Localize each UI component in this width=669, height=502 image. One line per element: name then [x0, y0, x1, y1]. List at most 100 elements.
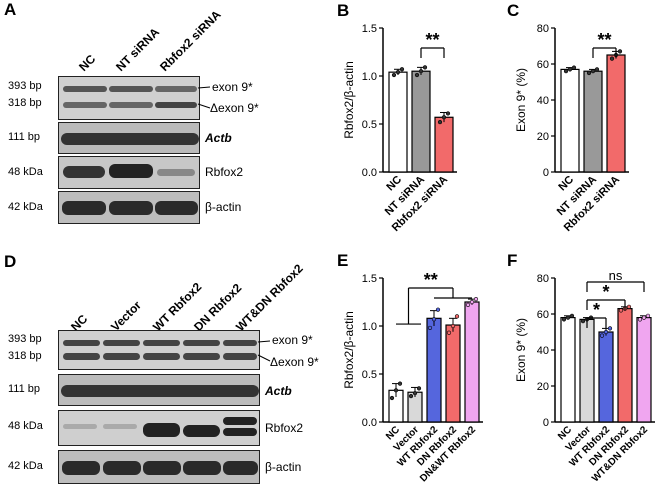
blot-exon9-a	[58, 76, 200, 120]
label-exon9-a: exon 9*	[212, 80, 253, 94]
blot-actb-d	[58, 374, 260, 406]
label-actb-a: Actb	[205, 131, 232, 145]
data-point	[393, 388, 399, 393]
bar	[606, 54, 626, 173]
blot-exon9-d	[58, 330, 260, 370]
data-point	[571, 65, 577, 70]
y-axis-label: Rbfox2/β-actin	[342, 311, 356, 389]
y-tick-label: 80	[537, 273, 549, 285]
size-42kda-a: 42 kDa	[8, 201, 43, 213]
data-point	[418, 69, 424, 74]
bar	[579, 318, 595, 423]
blot-rbfox2-a	[58, 156, 200, 189]
size-393bp-a: 393 bp	[8, 80, 42, 92]
y-tick-label: 80	[537, 23, 549, 35]
data-point	[397, 381, 403, 386]
y-tick-label: 1.0	[362, 321, 377, 333]
y-tick-label: 1.0	[362, 71, 377, 83]
lane-label-nt-sirna-a: NT siRNA	[113, 24, 163, 74]
data-point	[565, 315, 571, 320]
data-point	[626, 304, 632, 309]
y-axis-label: Rbfox2/β-actin	[342, 61, 356, 139]
data-point	[465, 302, 471, 307]
data-point	[567, 67, 573, 72]
bar	[560, 68, 580, 173]
y-tick-label: 0.5	[362, 119, 377, 131]
data-point	[431, 317, 437, 322]
y-tick-label: 20	[537, 381, 549, 393]
leader-lines-d	[257, 340, 271, 362]
data-point	[641, 315, 647, 320]
blot-rbfox2-d	[58, 410, 260, 446]
panel-letter: C	[507, 1, 519, 20]
data-point	[637, 317, 643, 322]
lane-label-vector-d: Vector	[108, 298, 144, 334]
size-42kda-d: 42 kDa	[8, 460, 43, 472]
y-tick-label: 0	[543, 167, 549, 179]
blot-actb-a	[58, 122, 200, 154]
y-tick-label: 0.0	[362, 167, 377, 179]
data-point	[609, 56, 615, 61]
bar	[583, 70, 603, 173]
label-rbfox2-a: Rbfox2	[205, 165, 244, 179]
label-delta-exon9-d: Δexon 9*	[270, 355, 319, 369]
annotation-text: *	[602, 282, 609, 302]
bar	[560, 316, 576, 423]
bar	[464, 301, 480, 423]
blot-beta-actin-d	[58, 450, 260, 484]
data-point	[569, 313, 575, 318]
bar	[426, 317, 442, 423]
panel-letter: B	[337, 1, 349, 20]
data-point	[586, 70, 592, 76]
data-point	[450, 323, 456, 329]
data-point	[617, 49, 623, 54]
data-point	[594, 67, 600, 72]
data-point	[408, 393, 414, 399]
data-point	[645, 313, 651, 318]
size-318bp-d: 318 bp	[8, 350, 42, 362]
panel-letter-a: A	[4, 0, 17, 19]
data-point	[437, 119, 443, 125]
data-point	[473, 297, 479, 302]
annotation-text: *	[593, 300, 600, 320]
data-point	[399, 67, 405, 72]
bar	[434, 116, 454, 173]
y-tick-label: 60	[537, 59, 549, 71]
bar	[411, 70, 431, 173]
size-48kda-d: 48 kDa	[8, 420, 43, 432]
lane-label-nc-a: NC	[76, 51, 99, 74]
label-delta-exon9-a: Δexon 9*	[210, 101, 259, 115]
data-point	[435, 307, 441, 312]
blot-beta-actin-a	[58, 191, 200, 224]
annotation-text: **	[425, 30, 439, 50]
data-point	[454, 314, 460, 319]
y-axis-label: Exon 9* (%)	[514, 318, 528, 382]
data-point	[441, 115, 447, 120]
data-point	[580, 319, 586, 324]
y-tick-label: 40	[537, 95, 549, 107]
size-318bp-a: 318 bp	[8, 97, 42, 109]
bar	[598, 331, 614, 423]
data-point	[607, 326, 613, 331]
label-beta-actin-d: β-actin	[265, 460, 302, 474]
label-beta-actin-a: β-actin	[205, 200, 242, 214]
lane-label-wtdn-rbfox2-d: WT&DN Rbfox2	[233, 261, 306, 334]
size-393bp-d: 393 bp	[8, 333, 42, 345]
y-tick-label: 1.5	[362, 23, 377, 35]
data-point	[445, 111, 451, 116]
annotation-text: ns	[609, 268, 623, 283]
lane-label-rbfox2-sirna-a: Rbfox2 siRNA	[157, 7, 224, 75]
panel-letter-d: D	[4, 252, 17, 271]
data-point	[395, 70, 401, 75]
data-point	[618, 308, 624, 313]
y-tick-label: 20	[537, 131, 549, 143]
leader-lines-a	[197, 86, 211, 109]
label-exon9-d: exon 9*	[272, 333, 313, 347]
size-111bp-a: 111 bp	[8, 131, 41, 143]
data-point	[422, 65, 428, 70]
y-tick-label: 0.0	[362, 417, 377, 429]
label-actb-d: Actb	[265, 384, 292, 398]
